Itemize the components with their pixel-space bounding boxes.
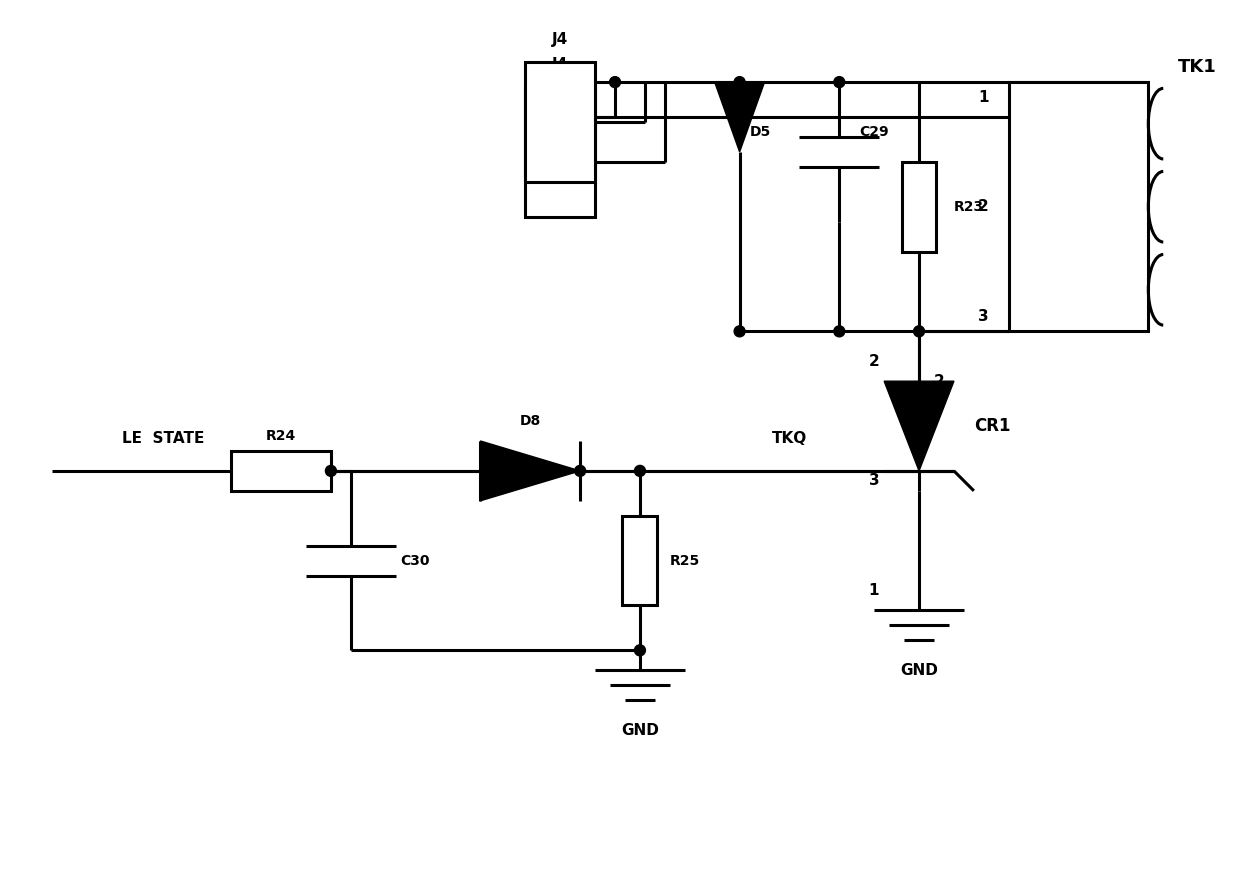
- Text: R24: R24: [265, 429, 296, 443]
- Circle shape: [325, 465, 336, 476]
- Bar: [526, 62, 595, 182]
- Circle shape: [635, 645, 645, 656]
- Text: C29: C29: [859, 125, 889, 139]
- Text: 2: 2: [978, 199, 988, 214]
- Polygon shape: [884, 381, 954, 471]
- Text: R23: R23: [954, 199, 985, 213]
- Text: 3: 3: [554, 110, 565, 125]
- Circle shape: [635, 465, 645, 476]
- Text: 2: 2: [934, 374, 945, 388]
- Polygon shape: [714, 82, 765, 152]
- Text: 3: 3: [554, 75, 565, 90]
- Text: 1: 1: [556, 174, 565, 189]
- Text: 3: 3: [978, 309, 988, 324]
- Bar: [901, 162, 936, 252]
- Text: D8: D8: [520, 414, 541, 428]
- Text: D5: D5: [750, 125, 771, 139]
- Text: 2: 2: [868, 354, 879, 368]
- Circle shape: [734, 326, 745, 337]
- Text: TK1: TK1: [1178, 58, 1216, 76]
- Circle shape: [833, 77, 844, 88]
- Text: LE  STATE: LE STATE: [122, 431, 203, 446]
- Text: TKQ: TKQ: [771, 431, 807, 446]
- Circle shape: [734, 77, 745, 88]
- Text: GND: GND: [900, 663, 937, 678]
- Circle shape: [833, 326, 844, 337]
- Polygon shape: [480, 441, 580, 501]
- Bar: [622, 516, 657, 605]
- Text: GND: GND: [621, 723, 658, 738]
- Text: C30: C30: [401, 554, 430, 568]
- Bar: [231, 451, 331, 491]
- Text: 1: 1: [869, 583, 879, 598]
- Text: CR1: CR1: [973, 417, 1011, 435]
- Text: 2: 2: [554, 139, 565, 154]
- Text: J4: J4: [552, 57, 568, 72]
- Circle shape: [914, 326, 925, 337]
- Bar: [526, 87, 595, 217]
- Text: 2: 2: [554, 114, 565, 130]
- Text: R25: R25: [670, 554, 701, 568]
- Text: 1: 1: [978, 90, 988, 105]
- Circle shape: [610, 77, 620, 88]
- Text: 3: 3: [868, 473, 879, 489]
- Circle shape: [574, 465, 585, 476]
- Text: 1: 1: [556, 154, 565, 169]
- Bar: [1009, 82, 1148, 331]
- Text: J4: J4: [552, 32, 568, 47]
